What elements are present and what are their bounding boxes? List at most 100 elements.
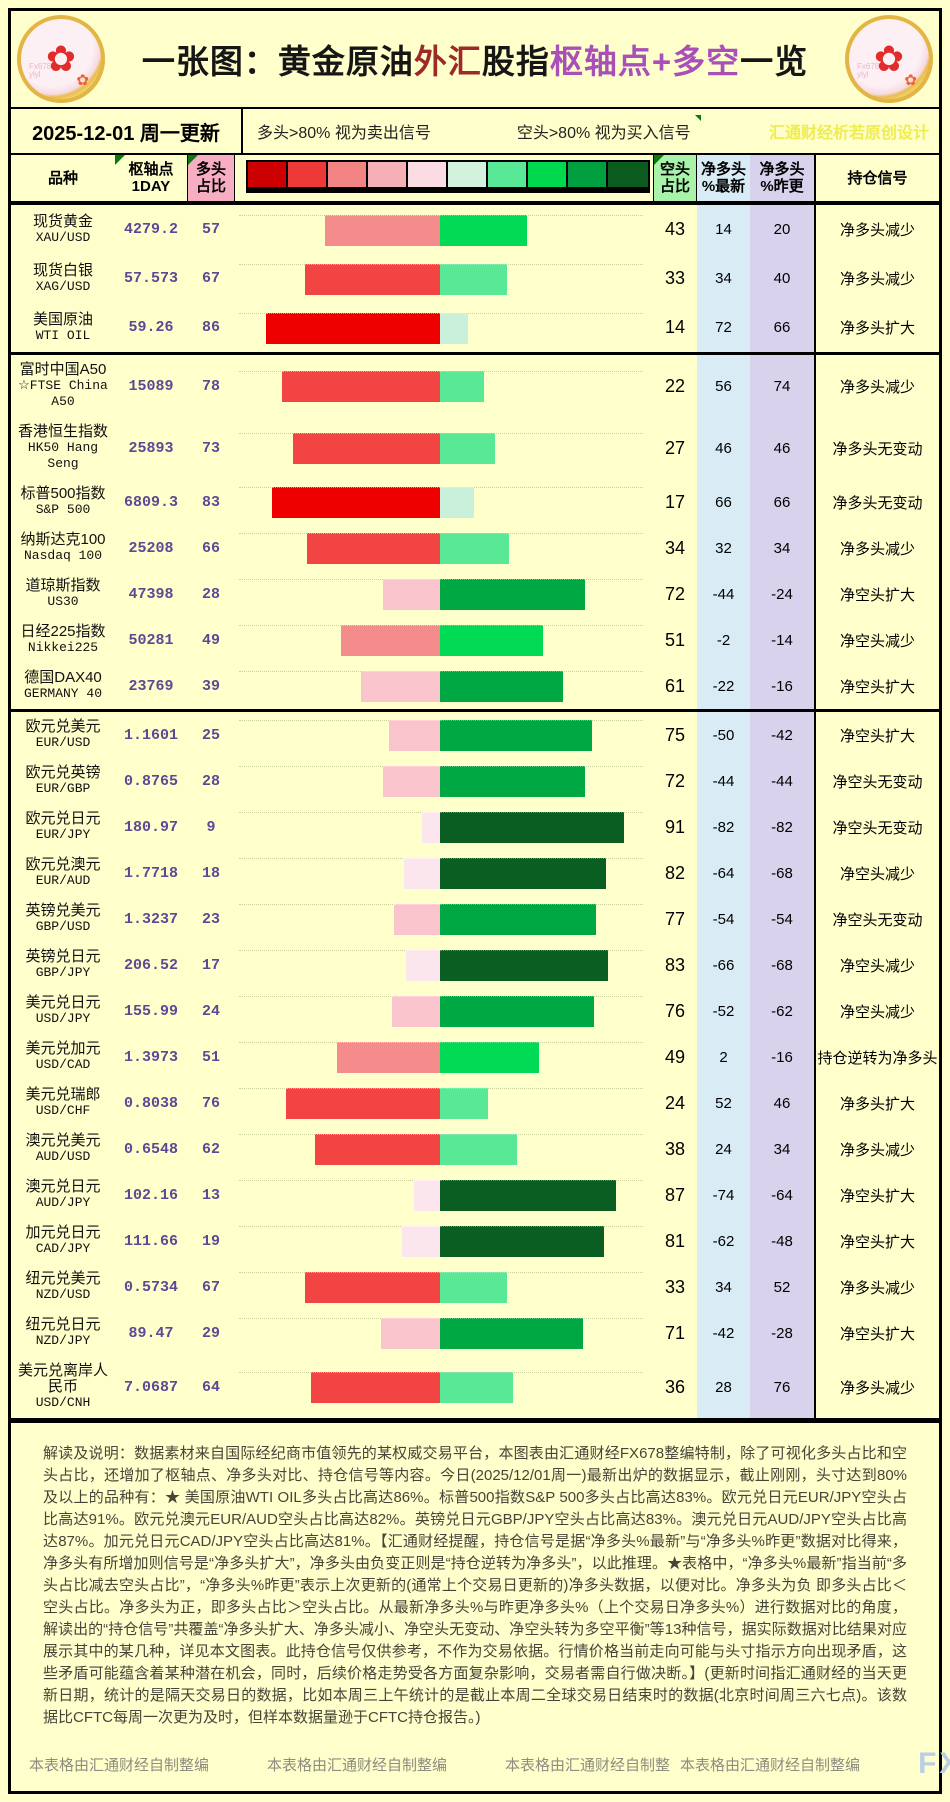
long-bar-segment xyxy=(392,996,440,1027)
instrument-name: 纽元兑日元 NZD/JPY xyxy=(11,1310,115,1356)
position-signal: 净多头减少 xyxy=(814,1126,939,1172)
instrument-name: 现货黄金 XAU/USD xyxy=(11,205,115,254)
pivot-value: 50281 xyxy=(128,631,174,649)
pivot-value: 25893 xyxy=(128,439,174,457)
instrument-name: 澳元兑日元 AUD/JPY xyxy=(11,1172,115,1218)
long-pct-value: 29 xyxy=(201,1324,220,1342)
instrument-name: 纽元兑美元 NZD/USD xyxy=(11,1264,115,1310)
short-pct-value: 33 xyxy=(664,1276,686,1297)
instrument-name: 美国原油 WTI OIL xyxy=(11,303,115,352)
net-long-latest-value: 52 xyxy=(715,1094,732,1112)
long-pct-value: 76 xyxy=(201,1094,220,1112)
short-pct-value: 24 xyxy=(664,1092,686,1113)
instrument-name-line: HK50 Hang xyxy=(27,440,99,455)
instrument-name-line: 美国原油 xyxy=(32,310,93,328)
pivot-value: 0.5734 xyxy=(123,1278,178,1296)
long-bar-segment xyxy=(383,766,440,797)
footer-credit: 本表格由汇通财经自制整编 xyxy=(29,1756,210,1774)
short-bar-segment xyxy=(440,1226,604,1257)
short-bar-segment xyxy=(440,533,509,564)
long-pct-value: 18 xyxy=(201,864,220,882)
long-bar-segment xyxy=(383,579,440,610)
position-bar xyxy=(235,1034,653,1080)
legend-swatch xyxy=(528,162,568,187)
net-long-prev-value: -62 xyxy=(771,1002,793,1020)
short-pct-value: 33 xyxy=(664,268,686,288)
instrument-name-line: ☆FTSE China xyxy=(18,378,108,393)
header-species: 品种 xyxy=(47,169,78,187)
position-signal: 净空头减少 xyxy=(814,988,939,1034)
table-row: 香港恒生指数 HK50 Hang Seng 25893 73 27 46 46 净多头无变动 xyxy=(11,417,939,479)
net-long-latest-value: 14 xyxy=(715,221,732,238)
position-signal: 净多头减少 xyxy=(814,1264,939,1310)
instrument-name: 欧元兑美元 EUR/USD xyxy=(11,712,115,758)
title-part-fx: 外汇 xyxy=(413,43,482,80)
header-short-pct: 空头 占比 xyxy=(653,155,697,201)
instrument-name-line: EUR/GBP xyxy=(35,781,91,796)
long-pct-value: 17 xyxy=(201,956,220,974)
position-signal: 净多头减少 xyxy=(814,1356,939,1418)
long-bar-segment xyxy=(293,433,440,464)
instrument-name-line: 美元兑加元 xyxy=(25,1040,101,1057)
table-row: 道琼斯指数 US30 47398 28 72 -44 -24 净空头扩大 xyxy=(11,571,939,617)
short-bar-segment xyxy=(440,766,585,797)
pivot-value: 0.6548 xyxy=(123,1140,178,1158)
short-bar-segment xyxy=(440,996,594,1027)
instrument-name-line: 日经225指数 xyxy=(20,623,106,640)
instrument-name-line: GERMANY 40 xyxy=(23,686,102,701)
net-long-prev-value: -16 xyxy=(771,1048,793,1066)
net-long-latest-value: -82 xyxy=(712,818,735,836)
long-pct-value: 24 xyxy=(201,1002,220,1020)
position-bar xyxy=(235,758,653,804)
long-pct-value: 67 xyxy=(201,270,220,287)
short-bar-segment xyxy=(440,215,527,246)
table-row: 欧元兑澳元 EUR/AUD 1.7718 18 82 -64 -68 净空头减少 xyxy=(11,850,939,896)
color-scale-legend xyxy=(246,160,650,193)
pivot-value: 15089 xyxy=(128,377,174,395)
pivot-value: 206.52 xyxy=(123,956,178,974)
pivot-value: 1.7718 xyxy=(123,864,178,882)
position-signal: 净多头减少 xyxy=(814,355,939,417)
instrument-name-line: USD/CAD xyxy=(35,1057,91,1072)
position-bar xyxy=(235,850,653,896)
short-bar-segment xyxy=(440,1134,517,1165)
short-pct-value: 22 xyxy=(664,375,686,396)
disclaimer-text: 解读及说明：数据素材来自国际经纪商市值领先的某权威交易平台，本图表由汇通财经FX… xyxy=(43,1445,907,1726)
position-signal: 净空头减少 xyxy=(814,850,939,896)
short-bar-segment xyxy=(440,579,585,610)
instrument-name-line: 现货白银 xyxy=(32,261,93,279)
position-signal: 净空头扩大 xyxy=(814,663,939,709)
comment-marker-icon xyxy=(694,115,701,121)
instrument-name-line: CAD/JPY xyxy=(35,1241,91,1256)
pivot-value: 1.3973 xyxy=(123,1048,178,1066)
net-long-prev-value: 34 xyxy=(773,1140,791,1158)
legend-swatch xyxy=(568,162,608,187)
legend-swatch xyxy=(608,162,648,187)
instrument-name-line: 香港恒生指数 xyxy=(17,423,108,440)
instrument-name-line: 美元兑瑞郎 xyxy=(25,1086,101,1103)
outer-frame: ✿ ✿ Fx678 ylyl 一张图：黄金原油外汇股指枢轴点+多空一览 ✿ ✿ … xyxy=(8,8,950,1794)
position-signal: 净空头扩大 xyxy=(814,1218,939,1264)
header-short-line1: 空头 xyxy=(659,161,690,178)
petal-icon: ✿ xyxy=(904,72,917,89)
instrument-name: 现货白银 XAG/USD xyxy=(11,254,115,303)
short-pct-value: 27 xyxy=(664,437,686,458)
position-signal: 净空头无变动 xyxy=(814,896,939,942)
net-long-prev-value: -44 xyxy=(771,772,793,790)
short-pct-value: 34 xyxy=(664,537,686,558)
header-pivot-line1: 枢轴点 xyxy=(128,161,174,178)
instrument-name-line: 民币 xyxy=(47,1378,78,1395)
net-long-latest-value: -54 xyxy=(712,910,735,928)
instrument-name-line: Seng xyxy=(47,456,79,471)
pivot-value: 23769 xyxy=(128,677,174,695)
instrument-name-line: USD/CNH xyxy=(35,1395,91,1410)
table-row: 美元兑瑞郎 USD/CHF 0.8038 76 24 52 46 净多头扩大 xyxy=(11,1080,939,1126)
instrument-name-line: AUD/JPY xyxy=(35,1195,91,1210)
long-pct-value: 57 xyxy=(201,221,220,238)
position-bar xyxy=(235,525,653,571)
instrument-name-line: 纽元兑日元 xyxy=(25,1316,101,1333)
long-bar-segment xyxy=(394,904,440,935)
short-pct-value: 38 xyxy=(664,1138,686,1159)
short-bar-segment xyxy=(440,858,606,889)
header-net-prev: 净多头 %昨更 xyxy=(750,155,814,201)
